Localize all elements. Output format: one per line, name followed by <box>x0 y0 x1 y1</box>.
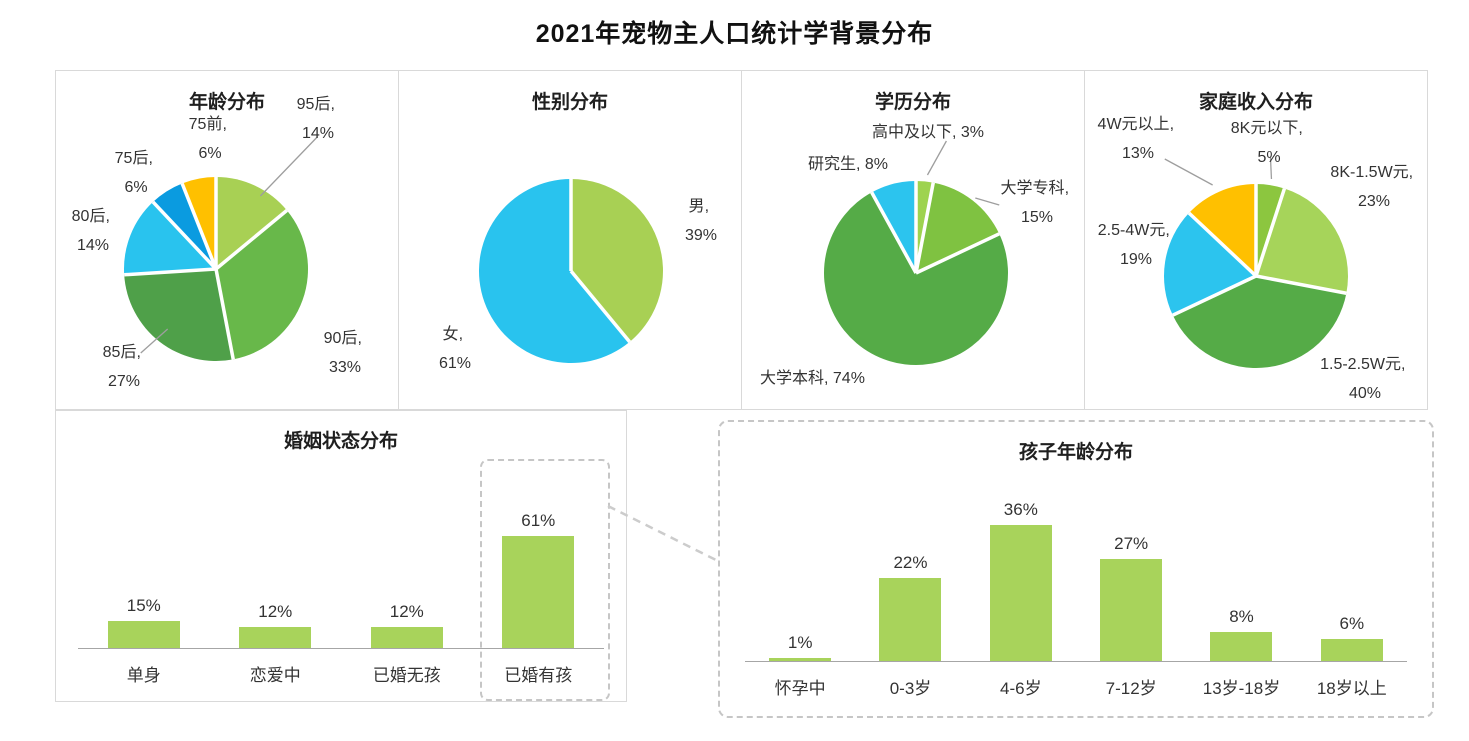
income-label-above4w: 4W元以上13% <box>1085 111 1191 169</box>
bar-value-label: 12% <box>389 601 424 621</box>
bar-value-label: 36% <box>1003 500 1038 520</box>
bar-column: 8% 13岁-18岁 <box>1186 480 1296 700</box>
bar-category-label: 已婚无孩 <box>372 666 441 685</box>
age-chart-title: 年龄分布 <box>188 92 265 113</box>
bar-category-label: 恋爱中 <box>249 666 301 685</box>
page-title: 2021年宠物主人口统计学背景分布 <box>535 20 934 48</box>
bar <box>879 578 942 662</box>
bar-value-label: 22% <box>893 553 928 573</box>
income-label-8k-15w: 8K-1.5W元23% <box>1319 159 1429 217</box>
bar-column: 36% 4-6岁 <box>966 480 1076 700</box>
bar-value-label: 12% <box>258 601 293 621</box>
age-label-80hou: 80后14% <box>56 203 130 261</box>
bar-column: 1% 怀孕中 <box>745 480 855 700</box>
education-label-bachelor: 大学本科74% <box>760 365 980 394</box>
bar <box>769 658 832 662</box>
children-chart-title: 孩子年龄分布 <box>1018 442 1133 463</box>
bar <box>370 626 443 649</box>
bar-value-label: 1% <box>787 633 813 653</box>
marital-status-panel: 婚姻状态分布 15% 单身 12% 恋爱中 12% 已婚无孩 61% 已婚有孩 <box>55 410 627 702</box>
age-label-90hou: 90后33% <box>302 325 388 383</box>
income-label-25-4w: 2.5-4W元19% <box>1085 217 1187 275</box>
marital-chart-title: 婚姻状态分布 <box>283 431 398 452</box>
pie-charts-row: 年龄分布 95后14% 75前6% 75后6% 80后14% 85后27% 90… <box>55 70 1428 410</box>
bar-category-label: 单身 <box>126 666 161 685</box>
bar-column: 12% 已婚无孩 <box>341 471 473 687</box>
bar <box>1320 639 1383 662</box>
bar-category-label: 13岁-18岁 <box>1202 679 1281 698</box>
gender-chart-title: 性别分布 <box>531 92 608 113</box>
gender-label-female: 女61% <box>423 321 487 379</box>
married-with-kids-highlight-box <box>480 459 610 701</box>
children-age-panel: 孩子年龄分布 1% 怀孕中 22% 0-3岁 36% 4-6岁 27% 7-12岁 8% 13岁-… <box>718 420 1434 718</box>
age-label-95hou: 95后14% <box>271 91 365 149</box>
bar-column: 12% 恋爱中 <box>210 471 342 687</box>
bar <box>502 536 575 649</box>
age-label-75hou: 75后6% <box>94 145 178 203</box>
bar-value-label: 61% <box>521 511 556 531</box>
income-label-below8k: 8K元以下5% <box>1213 115 1325 173</box>
education-chart-title: 学历分布 <box>874 92 951 113</box>
age-pie-chart <box>116 169 316 369</box>
bar-category-label: 已婚有孩 <box>504 666 573 685</box>
education-pie-chart <box>816 173 1016 373</box>
bar-value-label: 27% <box>1114 534 1149 554</box>
marital-x-axis <box>78 648 604 649</box>
bar-category-label: 0-3岁 <box>889 679 932 698</box>
bar <box>1210 631 1273 662</box>
bar <box>107 621 180 649</box>
bar-value-label: 6% <box>1339 614 1365 634</box>
bar-column: 27% 7-12岁 <box>1076 480 1186 700</box>
education-distribution-panel: 学历分布 高中及以下3% 研究生8% 大学专科15% 大学本科74% <box>741 70 1085 410</box>
bar-category-label: 18岁以上 <box>1316 679 1387 698</box>
income-distribution-panel: 家庭收入分布 4W元以上13% 8K元以下5% 8K-1.5W元23% 2.5-… <box>1084 70 1428 410</box>
bar-column: 22% 0-3岁 <box>855 480 965 700</box>
income-pie-chart <box>1156 176 1356 376</box>
bar-column: 6% 18岁以上 <box>1297 480 1407 700</box>
gender-label-male: 男39% <box>669 193 733 251</box>
children-x-axis <box>745 661 1407 662</box>
bar-column: 15% 单身 <box>78 471 210 687</box>
bar-value-label: 15% <box>126 596 161 616</box>
bar-column: 61% 已婚有孩 <box>473 471 605 687</box>
gender-pie-chart <box>471 171 671 371</box>
marital-bars: 15% 单身 12% 恋爱中 12% 已婚无孩 61% 已婚有孩 <box>78 471 604 687</box>
bar-value-label: 8% <box>1229 606 1254 626</box>
income-label-15-25w: 1.5-2.5W元40% <box>1304 351 1426 409</box>
gender-distribution-panel: 性别分布 男39% 女61% <box>398 70 742 410</box>
bar <box>1100 559 1163 662</box>
age-label-85hou: 85后27% <box>82 339 166 397</box>
age-distribution-panel: 年龄分布 95后14% 75前6% 75后6% 80后14% 85后27% 90… <box>55 70 399 410</box>
age-label-75qian: 75前6% <box>168 111 252 169</box>
bar-category-label: 4-6岁 <box>1000 679 1042 698</box>
bar <box>989 525 1052 662</box>
bar-category-label: 7-12岁 <box>1105 679 1157 698</box>
education-label-college: 大学专科15% <box>988 175 1086 233</box>
income-chart-title: 家庭收入分布 <box>1198 92 1313 113</box>
children-bars: 1% 怀孕中 22% 0-3岁 36% 4-6岁 27% 7-12岁 8% 13岁-18岁 6% 18… <box>745 480 1407 700</box>
education-label-graduate: 研究生8% <box>808 151 978 180</box>
bar <box>239 626 312 649</box>
bar-category-label: 怀孕中 <box>774 679 826 698</box>
education-label-highschool: 高中及以下3% <box>872 119 1092 148</box>
